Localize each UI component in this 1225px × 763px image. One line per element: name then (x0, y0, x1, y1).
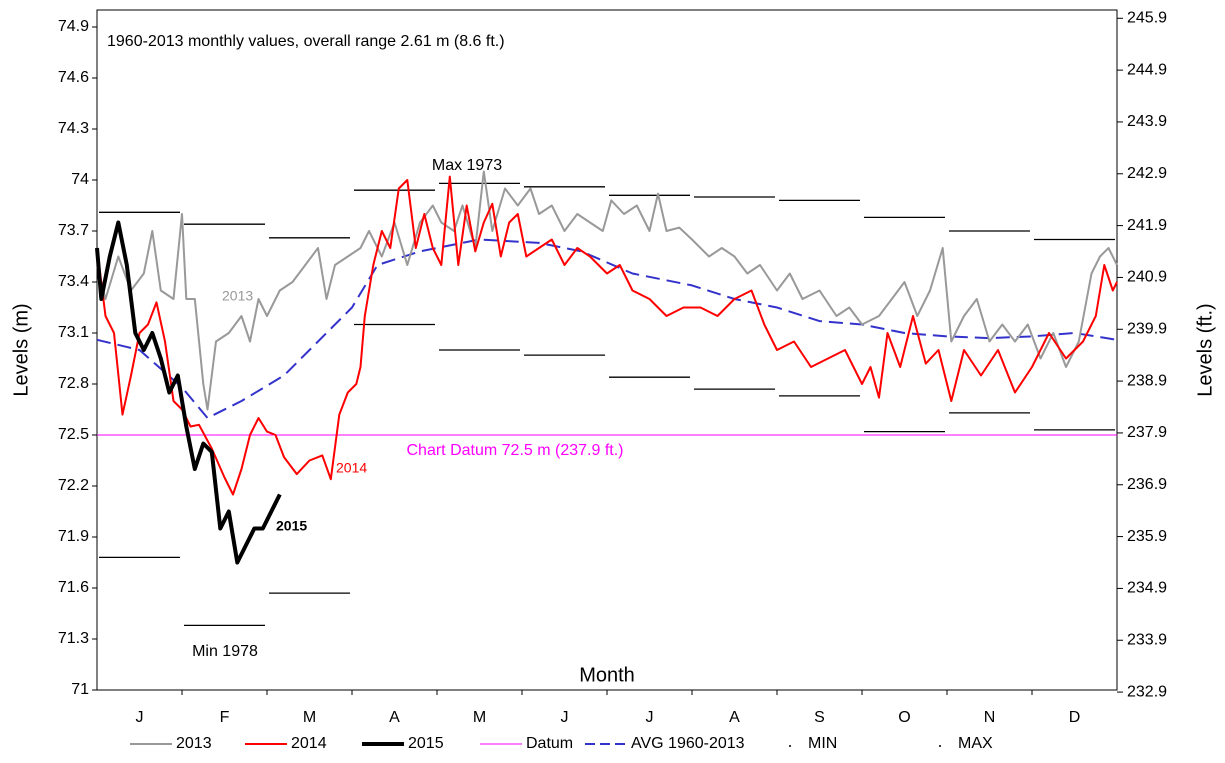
x-tick-label: M (473, 709, 486, 726)
x-tick-label: J (561, 709, 569, 726)
x-tick-label: A (729, 709, 740, 726)
y2-tick-label: 243.9 (1127, 113, 1167, 130)
y-tick-label: 74.3 (58, 120, 89, 137)
legend-label: Datum (526, 735, 573, 752)
annotation: Min 1978 (192, 643, 258, 660)
y-tick-label: 73.1 (58, 324, 89, 341)
x-tick-label: A (389, 709, 400, 726)
y-tick-label: 72.5 (58, 426, 89, 443)
y-tick-label: 73.4 (58, 273, 89, 290)
y-tick-label: 74.6 (58, 69, 89, 86)
y2-tick-label: 244.9 (1127, 61, 1167, 78)
series-line (96, 238, 1118, 419)
annotation: Max 1973 (432, 157, 502, 174)
x-tick-label: J (136, 709, 144, 726)
legend-marker (939, 745, 941, 747)
y-tick-label: 71.3 (58, 630, 89, 647)
x-axis-title: Month (579, 664, 635, 686)
legend-label: AVG 1960-2013 (631, 735, 745, 752)
y2-tick-label: 241.9 (1127, 217, 1167, 234)
annotation: 2014 (336, 460, 367, 476)
y2-tick-label: 239.9 (1127, 320, 1167, 337)
x-tick-label: S (814, 709, 825, 726)
y2-tick-label: 236.9 (1127, 476, 1167, 493)
series-line (95, 220, 282, 565)
y-tick-label: 74 (71, 171, 89, 188)
legend-marker (789, 745, 791, 747)
legend-label: MAX (958, 735, 993, 752)
y2-tick-label: 242.9 (1127, 165, 1167, 182)
y2-axis-title: Levels (ft.) (1194, 303, 1216, 396)
y-tick-label: 72.8 (58, 375, 89, 392)
y-tick-label: 71 (71, 681, 89, 698)
y-tick-label: 71.9 (58, 528, 89, 545)
x-tick-label: F (220, 709, 230, 726)
legend-label: 2013 (176, 735, 212, 752)
y-tick-label: 71.6 (58, 579, 89, 596)
y2-tick-label: 232.9 (1127, 683, 1167, 700)
series-line (96, 175, 1118, 496)
annotation: 2013 (222, 288, 253, 304)
y2-tick-label: 240.9 (1127, 269, 1167, 286)
series-line (96, 170, 1118, 411)
y-tick-label: 73.7 (58, 222, 89, 239)
x-tick-label: J (646, 709, 654, 726)
y2-tick-label: 237.9 (1127, 424, 1167, 441)
x-tick-label: O (898, 709, 910, 726)
x-tick-label: M (303, 709, 316, 726)
annotation: 1960-2013 monthly values, overall range … (107, 33, 505, 50)
legend-label: 2015 (408, 735, 444, 752)
y2-tick-label: 238.9 (1127, 372, 1167, 389)
legend-label: 2014 (291, 735, 327, 752)
y2-tick-label: 233.9 (1127, 631, 1167, 648)
x-tick-label: N (984, 709, 996, 726)
annotation: 2015 (276, 518, 307, 534)
y2-tick-label: 245.9 (1127, 10, 1167, 27)
y-tick-label: 74.9 (58, 18, 89, 35)
annotation: Chart Datum 72.5 m (237.9 ft.) (407, 442, 624, 459)
y-axis-title: Levels (m) (10, 303, 32, 396)
y2-tick-label: 235.9 (1127, 528, 1167, 545)
y2-tick-label: 234.9 (1127, 580, 1167, 597)
legend-label: MIN (808, 735, 837, 752)
y-tick-label: 72.2 (58, 477, 89, 494)
x-tick-label: D (1069, 709, 1081, 726)
